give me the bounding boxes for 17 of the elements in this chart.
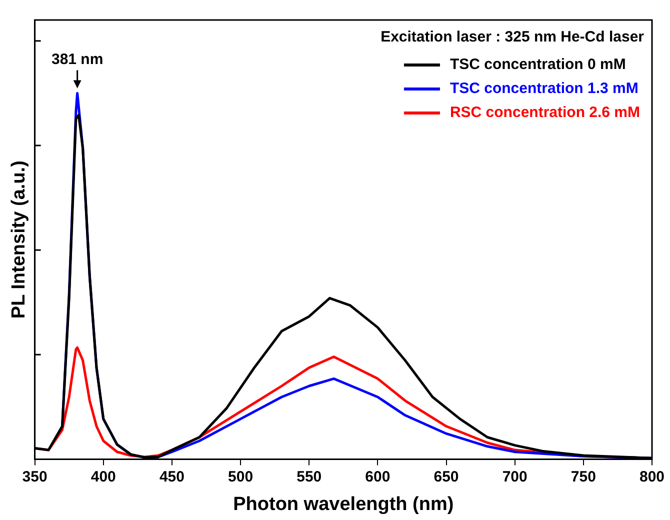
x-tick-label: 600 [365, 468, 390, 486]
x-tick-label: 700 [502, 468, 528, 486]
legend-label: TSC concentration 0 mM [450, 56, 626, 74]
x-tick-label: 550 [296, 468, 322, 486]
text: Excitation laser : 325 nm He-Cd laser [380, 28, 644, 46]
legend-label: TSC concentration 1.3 mM [450, 80, 638, 98]
x-tick-label: 750 [570, 468, 596, 486]
x-tick-label: 800 [639, 468, 665, 486]
legend-label: RSC concentration 2.6 mM [450, 104, 640, 122]
y-axis-title: PL Intensity (a.u.) [8, 160, 30, 319]
x-axis-title: Photon wavelength (nm) [233, 494, 454, 515]
x-tick-label: 350 [22, 468, 48, 486]
x-tick-label: 400 [90, 468, 116, 486]
x-tick-label: 650 [434, 468, 459, 486]
x-tick-label: 500 [228, 468, 254, 486]
x-tick-label: 450 [159, 468, 184, 486]
annotation: 381 nm [51, 50, 104, 68]
